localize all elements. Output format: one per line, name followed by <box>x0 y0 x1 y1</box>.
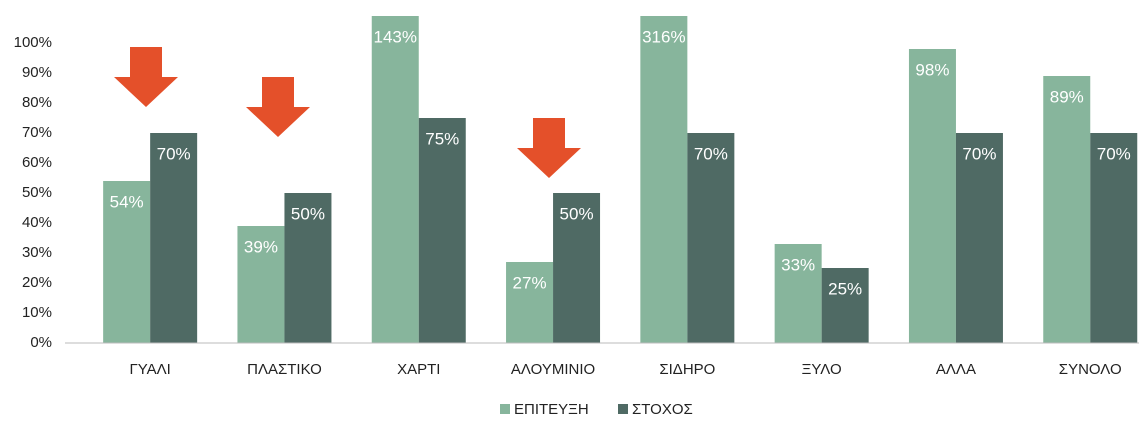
data-label: 143% <box>374 27 417 46</box>
y-tick-label: 100% <box>14 34 52 51</box>
data-label: 27% <box>513 273 547 292</box>
bar <box>640 16 688 343</box>
bar <box>774 244 822 343</box>
data-label: 50% <box>560 204 594 223</box>
data-label: 70% <box>157 144 191 163</box>
bar <box>687 133 735 343</box>
x-tick-label: ΑΛΛΑ <box>936 361 976 378</box>
data-label: 98% <box>915 60 949 79</box>
bar <box>821 268 869 343</box>
data-label: 70% <box>694 144 728 163</box>
bar <box>284 193 332 343</box>
y-tick-label: 80% <box>22 94 52 111</box>
data-label: 70% <box>1097 144 1131 163</box>
bar <box>506 262 554 343</box>
legend-label: ΣΤΟΧΟΣ <box>632 401 693 418</box>
bar <box>1043 76 1091 343</box>
y-tick-label: 50% <box>22 184 52 201</box>
data-label: 89% <box>1050 87 1084 106</box>
legend-label: ΕΠΙΤΕΥΞΗ <box>514 401 589 418</box>
arrow-annotation <box>517 118 581 178</box>
arrow-annotation <box>114 47 178 107</box>
y-tick-label: 40% <box>22 214 52 231</box>
bar <box>553 193 601 343</box>
y-tick-label: 90% <box>22 64 52 81</box>
bar <box>955 133 1003 343</box>
bar <box>418 118 466 343</box>
data-label: 33% <box>781 255 815 274</box>
y-tick-label: 10% <box>22 304 52 321</box>
y-tick-label: 30% <box>22 244 52 261</box>
y-tick-label: 70% <box>22 124 52 141</box>
bar <box>237 226 285 343</box>
data-label: 70% <box>962 144 996 163</box>
bar <box>908 49 956 343</box>
arrow-annotation <box>246 77 310 137</box>
bar <box>103 181 151 343</box>
bar <box>371 16 419 343</box>
y-tick-label: 60% <box>22 154 52 171</box>
x-tick-label: ΣΥΝΟΛΟ <box>1059 361 1122 378</box>
plot-area <box>103 16 1138 343</box>
x-tick-label: ΑΛΟΥΜΙΝΙΟ <box>511 361 595 378</box>
bar <box>150 133 198 343</box>
data-label: 39% <box>244 237 278 256</box>
legend-swatch <box>618 404 628 414</box>
x-tick-label: ΞΥΛΟ <box>802 361 842 378</box>
data-label: 50% <box>291 204 325 223</box>
y-tick-label: 0% <box>30 334 52 351</box>
bar <box>1090 133 1138 343</box>
data-label: 54% <box>110 192 144 211</box>
y-tick-label: 20% <box>22 274 52 291</box>
data-label: 316% <box>642 27 685 46</box>
x-tick-label: ΧΑΡΤΙ <box>397 361 440 378</box>
legend-swatch <box>500 404 510 414</box>
x-tick-label: ΓΥΑΛΙ <box>129 361 170 378</box>
data-label: 25% <box>828 279 862 298</box>
x-tick-label: ΣΙΔΗΡΟ <box>659 361 715 378</box>
data-label: 75% <box>425 129 459 148</box>
x-tick-label: ΠΛΑΣΤΙΚΟ <box>247 361 322 378</box>
